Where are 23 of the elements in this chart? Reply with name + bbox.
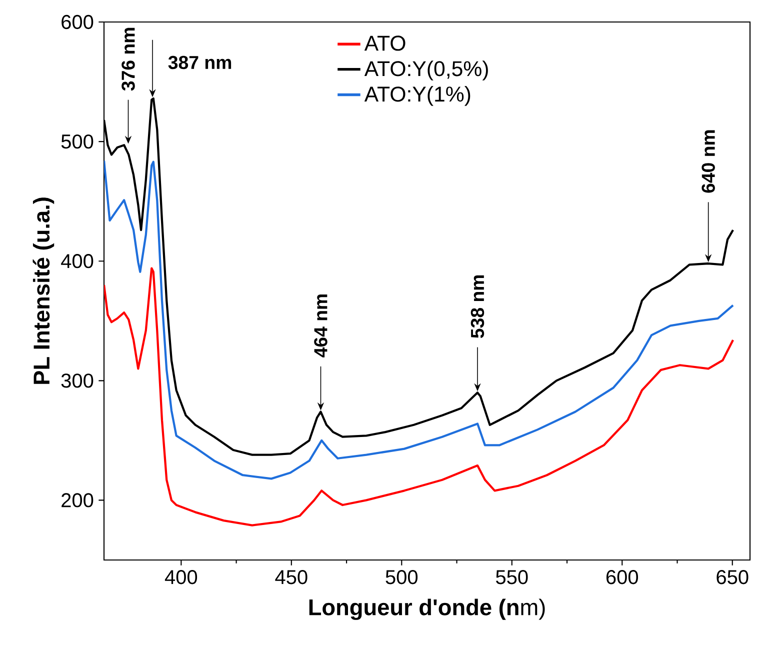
annotation: 640 nm [702, 130, 715, 193]
annotation: 464 nm [314, 294, 328, 358]
x-tick-label: 600 [606, 570, 638, 584]
x-tick-label: 450 [275, 570, 308, 584]
x-tick-label: 400 [164, 570, 198, 584]
y-tick-label: 600 [62, 14, 94, 30]
y-tick-label: 300 [61, 374, 94, 388]
y-axis-title: PL Intensité (u.a.) [32, 198, 54, 384]
y-tick-label: 500 [61, 134, 94, 149]
annotation: 538 nm [470, 275, 484, 338]
x-axis-title: Longueur d'onde (nm) [309, 598, 545, 620]
annotation: 376 nm [122, 28, 135, 91]
x-tick-label: 550 [496, 570, 528, 584]
x-tick-label: 650 [716, 570, 748, 584]
y-tick-label: 200 [62, 493, 94, 508]
y-tick-label: 400 [61, 254, 94, 268]
line-series [104, 267, 734, 526]
annotation: 387 nm [168, 56, 232, 70]
line-series [104, 160, 734, 480]
x-tick-label: 500 [386, 570, 418, 584]
legend-label: ATO:Y(0,5%) [364, 60, 488, 80]
legend-label: ATO:Y(1%) [364, 86, 470, 106]
legend-label: ATO [364, 36, 406, 51]
